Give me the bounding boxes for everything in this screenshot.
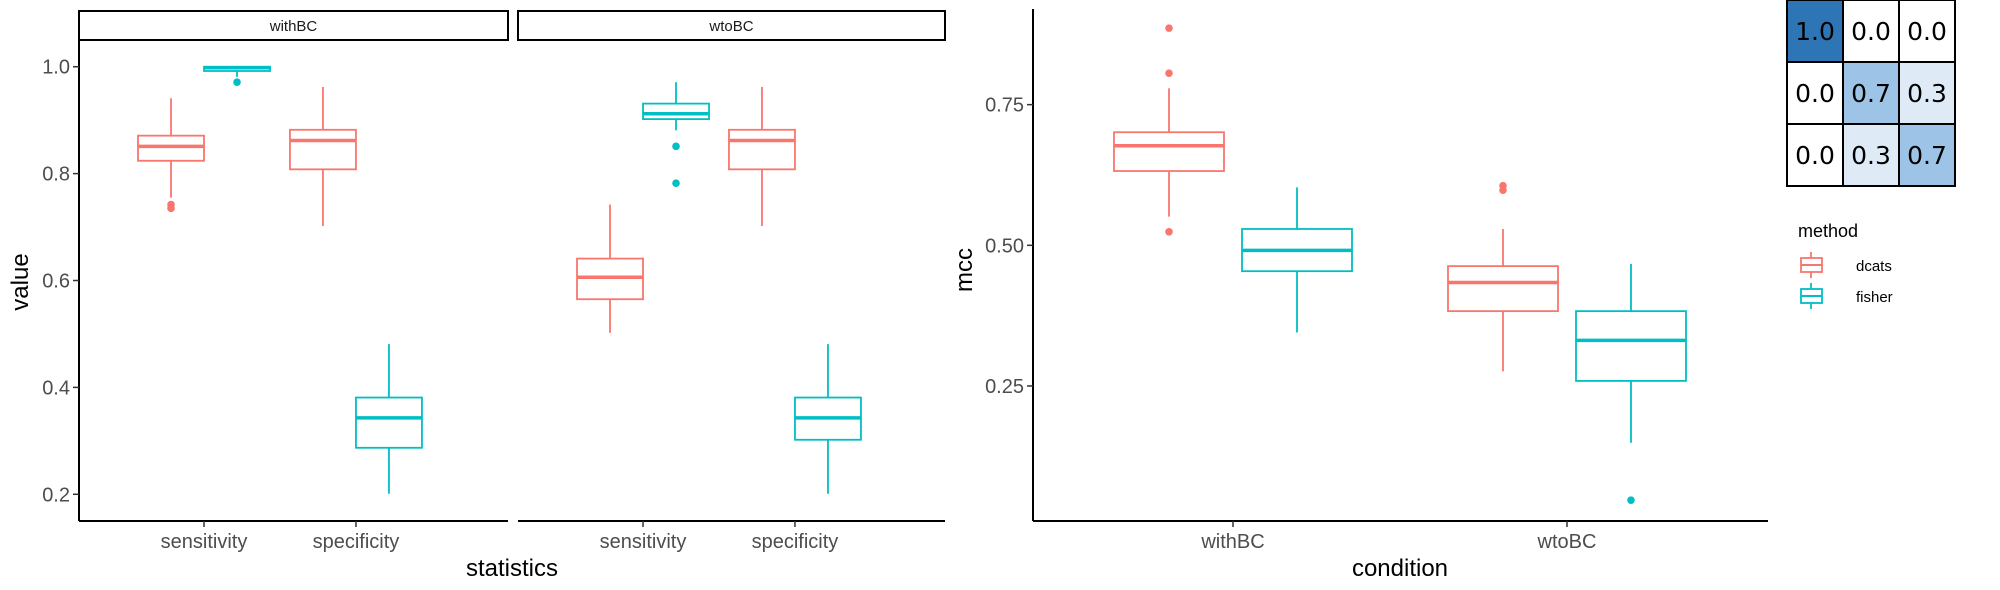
heatmap-cell-2-2 — [1898, 123, 1956, 187]
legend-title: method — [1798, 221, 1858, 241]
heatmap-cell-label-1-1: 0.7 — [1851, 79, 1891, 108]
y-tick-label-right: 0.75 — [985, 95, 1024, 117]
box-wtoBC-specificity-fisher — [794, 344, 862, 494]
box-wtoBC-dcats-outlier-1 — [1499, 181, 1507, 190]
y-tick-label-left: 0.6 — [42, 271, 70, 293]
box-withBC-dcats-iqr — [1113, 131, 1225, 172]
y-ticks-right: 0.25 0.50 0.75 — [985, 95, 1033, 398]
boxes-left — [137, 65, 862, 494]
heatmap-cell-1-1 — [1842, 61, 1900, 125]
strip-label-wtoBC: wtoBC — [708, 18, 753, 35]
box-withBC-dcats — [1113, 24, 1225, 236]
heatmap-cell-2-1 — [1842, 123, 1900, 187]
heatmap-cell-label-2-1: 0.3 — [1851, 141, 1891, 170]
box-wtoBC-fisher-outlier-0 — [1627, 496, 1635, 504]
heatmap-cell-label-0-0: 1.0 — [1795, 17, 1835, 46]
boxes-right — [1113, 24, 1687, 504]
left-panel: withBC wtoBC 0.2 0.4 0.6 0.8 1.0 sensitivity… — [7, 10, 946, 582]
box-wtoBC-fisher-iqr — [1575, 310, 1687, 382]
legend-key-fisher — [1800, 283, 1823, 309]
y-tick-label-left: 0.8 — [42, 164, 70, 186]
box-wtoBC-dcats-iqr — [1447, 265, 1559, 313]
right-panel: 0.25 0.50 0.75 withBC wtoBC mcc condition — [951, 9, 1768, 582]
y-tick-label-left: 0.4 — [42, 377, 70, 399]
x-axis-title-right: condition — [1352, 555, 1448, 582]
x-axis-title-left: statistics — [466, 555, 558, 582]
box-withBC-specificity-dcats — [289, 87, 357, 226]
x-tick-label-left: specificity — [752, 531, 839, 553]
strip-label-withBC: withBC — [269, 18, 318, 35]
box-withBC-specificity-fisher — [355, 344, 423, 494]
x-tick-label-right: withBC — [1200, 531, 1264, 553]
heatmap-cell-label-0-1: 0.0 — [1851, 17, 1891, 46]
box-withBC-specificity-dcats-iqr — [289, 128, 357, 171]
box-withBC-sensitivity-dcats-iqr — [137, 134, 205, 162]
box-withBC-dcats-outlier-1 — [1165, 69, 1173, 77]
box-withBC-dcats-outlier-2 — [1165, 24, 1173, 32]
box-wtoBC-specificity-dcats — [728, 87, 796, 226]
x-tick-label-left: sensitivity — [600, 531, 687, 553]
y-axis-title-right: mcc — [951, 248, 978, 292]
legend-label-fisher: fisher — [1856, 289, 1893, 306]
legend-key-dcats — [1800, 252, 1823, 278]
box-withBC-dcats-outlier-0 — [1165, 228, 1173, 236]
heatmap-cell-label-0-2: 0.0 — [1907, 17, 1947, 46]
heatmap-cell-1-2 — [1898, 61, 1956, 125]
y-tick-label-right: 0.50 — [985, 235, 1024, 257]
box-withBC-fisher — [1241, 187, 1353, 333]
x-tick-label-right: wtoBC — [1537, 531, 1597, 553]
x-ticks-left: sensitivity specificity sensitivity specifi… — [161, 521, 839, 553]
x-tick-label-left: sensitivity — [161, 531, 248, 553]
heatmap-cell-label-2-2: 0.7 — [1907, 141, 1947, 170]
box-wtoBC-fisher — [1575, 263, 1687, 504]
box-withBC-sensitivity-dcats — [137, 98, 205, 213]
y-axis-title-left: value — [7, 253, 34, 310]
box-wtoBC-dcats — [1447, 181, 1559, 372]
box-wtoBC-sensitivity-fisher-outlier-1 — [672, 179, 680, 188]
box-withBC-sensitivity-dcats-outlier-1 — [167, 204, 175, 213]
strip-withBC — [78, 10, 509, 41]
confusion-matrix-heatmap: 1.0 0.0 0.0 0.0 0.7 0.3 0.0 0.3 0.7 — [1786, 0, 1956, 187]
x-ticks-right: withBC wtoBC — [1200, 521, 1596, 553]
box-wtoBC-sensitivity-dcats — [576, 204, 644, 333]
strip-wtoBC — [517, 10, 946, 41]
legend: method dcats fisher — [1798, 221, 1893, 309]
box-withBC-sensitivity-fisher-outlier-0 — [233, 78, 241, 87]
box-withBC-specificity-fisher-iqr — [355, 396, 423, 449]
legend-label-dcats: dcats — [1856, 258, 1892, 275]
box-wtoBC-sensitivity-fisher-outlier-0 — [672, 142, 680, 151]
box-withBC-sensitivity-fisher — [203, 65, 271, 87]
heatmap-cell-label-1-0: 0.0 — [1795, 79, 1835, 108]
box-wtoBC-sensitivity-fisher — [642, 82, 710, 188]
y-tick-label-left: 0.2 — [42, 484, 70, 506]
box-wtoBC-sensitivity-fisher-iqr — [642, 102, 710, 120]
y-tick-label-right: 0.25 — [985, 376, 1024, 398]
heatmap-cell-label-2-0: 0.0 — [1795, 141, 1835, 170]
y-tick-label-left: 1.0 — [42, 57, 70, 79]
x-tick-label-left: specificity — [313, 531, 400, 553]
box-wtoBC-specificity-dcats-iqr — [728, 128, 796, 171]
heatmap-cell-label-1-2: 0.3 — [1907, 79, 1947, 108]
y-ticks-left: 0.2 0.4 0.6 0.8 1.0 — [42, 57, 79, 506]
